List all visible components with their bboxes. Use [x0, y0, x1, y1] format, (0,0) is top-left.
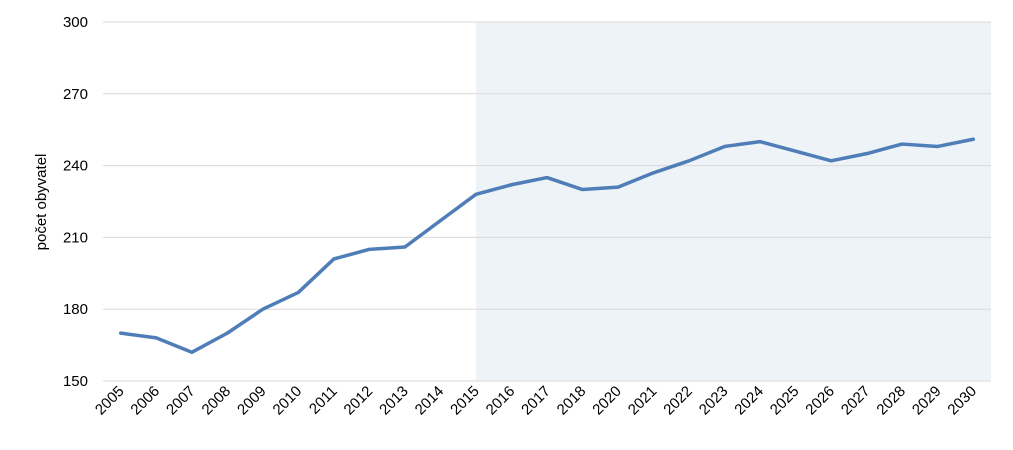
series-layer: [119, 137, 975, 355]
y-tick-label: 180: [63, 301, 88, 318]
data-point: [545, 176, 549, 180]
x-tick-label: 2013: [376, 383, 412, 419]
data-point: [332, 257, 336, 261]
data-point: [652, 171, 656, 175]
data-point: [616, 185, 620, 189]
x-axis-ticks: 2005 2006 2007 2008 2009 2010 2011 2012 2013 2014…: [92, 383, 980, 419]
x-tick-label: 2009: [234, 383, 270, 419]
data-point: [971, 137, 975, 141]
y-tick-label: 240: [63, 158, 88, 175]
y-axis-ticks: 150 180 210 240 270 300: [63, 14, 88, 390]
data-point: [367, 247, 371, 251]
data-point: [509, 183, 513, 187]
x-tick-label: 2020: [589, 383, 625, 419]
x-tick-label: 2028: [873, 383, 909, 419]
y-tick-label: 210: [63, 229, 88, 246]
data-point: [865, 152, 869, 156]
projection-region-layer: [475, 22, 992, 381]
projection-region: [475, 22, 992, 381]
x-tick-label: 2021: [625, 383, 661, 419]
x-tick-label: 2023: [696, 383, 732, 419]
data-point: [296, 290, 300, 294]
data-point: [687, 159, 691, 163]
gridlines: [103, 21, 991, 382]
x-tick-label: 2024: [731, 383, 767, 419]
data-point: [758, 140, 762, 144]
data-point: [900, 142, 904, 146]
y-tick-label: 300: [63, 14, 88, 31]
data-point: [829, 159, 833, 163]
x-tick-label: 2016: [483, 383, 519, 419]
data-point: [190, 350, 194, 354]
x-tick-label: 2026: [802, 383, 838, 419]
y-tick-label: 270: [63, 86, 88, 103]
x-tick-label: 2027: [838, 383, 874, 419]
y-axis-label: počet obyvatel: [33, 154, 50, 251]
x-tick-label: 2017: [518, 383, 554, 419]
data-point: [581, 188, 585, 192]
data-point: [723, 144, 727, 148]
x-tick-label: 2010: [270, 383, 306, 419]
x-tick-label: 2030: [944, 383, 980, 419]
data-point: [438, 219, 442, 223]
x-tick-label: 2025: [767, 383, 803, 419]
data-point: [225, 331, 229, 335]
data-point: [474, 192, 478, 196]
x-tick-label: 2011: [306, 383, 341, 418]
x-tick-label: 2005: [92, 383, 128, 419]
x-tick-label: 2022: [660, 383, 696, 419]
x-tick-label: 2015: [447, 383, 483, 419]
data-point: [154, 336, 158, 340]
x-tick-label: 2029: [909, 383, 945, 419]
x-tick-label: 2012: [341, 383, 377, 419]
x-tick-label: 2014: [412, 383, 448, 419]
data-point: [119, 331, 123, 335]
x-tick-label: 2018: [554, 383, 590, 419]
data-point: [936, 144, 940, 148]
y-tick-label: 150: [63, 373, 88, 390]
x-tick-label: 2008: [199, 383, 235, 419]
x-tick-label: 2007: [163, 383, 199, 419]
data-point: [403, 245, 407, 249]
data-point: [261, 307, 265, 311]
x-tick-label: 2006: [127, 383, 163, 419]
data-point: [794, 149, 798, 153]
